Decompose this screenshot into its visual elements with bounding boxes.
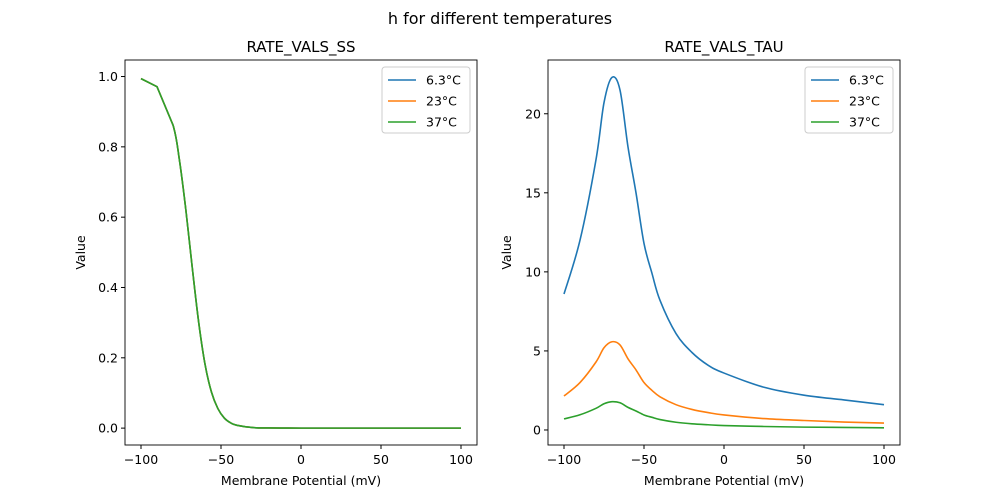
x-axis-label: Membrane Potential (mV) xyxy=(644,473,804,488)
y-axis-label: Value xyxy=(499,235,514,270)
x-tick-label: 50 xyxy=(373,452,389,467)
series-line-2 xyxy=(563,400,885,429)
legend-label: 37°C xyxy=(426,115,457,130)
y-tick-label: 0.0 xyxy=(98,421,118,436)
y-axis-label: Value xyxy=(73,235,88,270)
subplot-rate-vals-tau: −100 −50 0 50 100 0 5 10 15 20 RATE_VALS_TAU Membra… xyxy=(499,38,901,488)
x-tick-label: −50 xyxy=(208,452,234,467)
x-tick-label: −100 xyxy=(547,452,581,467)
y-tick-label: 0.4 xyxy=(98,280,118,295)
subplot-title: RATE_VALS_TAU xyxy=(664,38,783,57)
legend-box xyxy=(804,66,894,134)
legend-box xyxy=(381,66,471,134)
y-tick-label: 0.6 xyxy=(98,210,118,225)
x-tick-label: 0 xyxy=(297,452,305,467)
x-tick-label: 50 xyxy=(796,452,812,467)
series-line-1 xyxy=(563,340,885,424)
series-line-2 xyxy=(140,77,461,429)
figure-title: h for different temperatures xyxy=(388,9,612,28)
y-tick-label: 0.8 xyxy=(98,139,118,154)
y-tick-label: 20 xyxy=(525,106,541,121)
legend-label: 23°C xyxy=(426,94,457,109)
legend-label: 23°C xyxy=(849,94,880,109)
y-tick-label: 0.2 xyxy=(98,350,118,365)
x-tick-label: 100 xyxy=(449,452,473,467)
subplot-title: RATE_VALS_SS xyxy=(246,38,355,57)
y-tick-label: 5 xyxy=(533,343,541,358)
legend-label: 37°C xyxy=(849,115,880,130)
y-tick-label: 10 xyxy=(525,264,541,279)
y-tick-label: 15 xyxy=(525,185,541,200)
x-tick-label: 0 xyxy=(720,452,728,467)
legend-label: 6.3°C xyxy=(849,73,884,88)
x-tick-label: −50 xyxy=(631,452,657,467)
x-tick-label: −100 xyxy=(124,452,158,467)
x-axis-label: Membrane Potential (mV) xyxy=(221,473,381,488)
x-tick-label: 100 xyxy=(872,452,896,467)
legend: 6.3°C 23°C 37°C xyxy=(381,66,471,134)
series-line-0 xyxy=(563,76,885,406)
legend: 6.3°C 23°C 37°C xyxy=(804,66,894,134)
subplot-rate-vals-ss: −100 −50 0 50 100 0.0 0.2 0.4 0.6 0.8 1.0 RATE_VALS… xyxy=(73,38,478,488)
y-tick-label: 0 xyxy=(533,422,541,437)
legend-label: 6.3°C xyxy=(426,73,461,88)
y-tick-label: 1.0 xyxy=(98,69,118,84)
